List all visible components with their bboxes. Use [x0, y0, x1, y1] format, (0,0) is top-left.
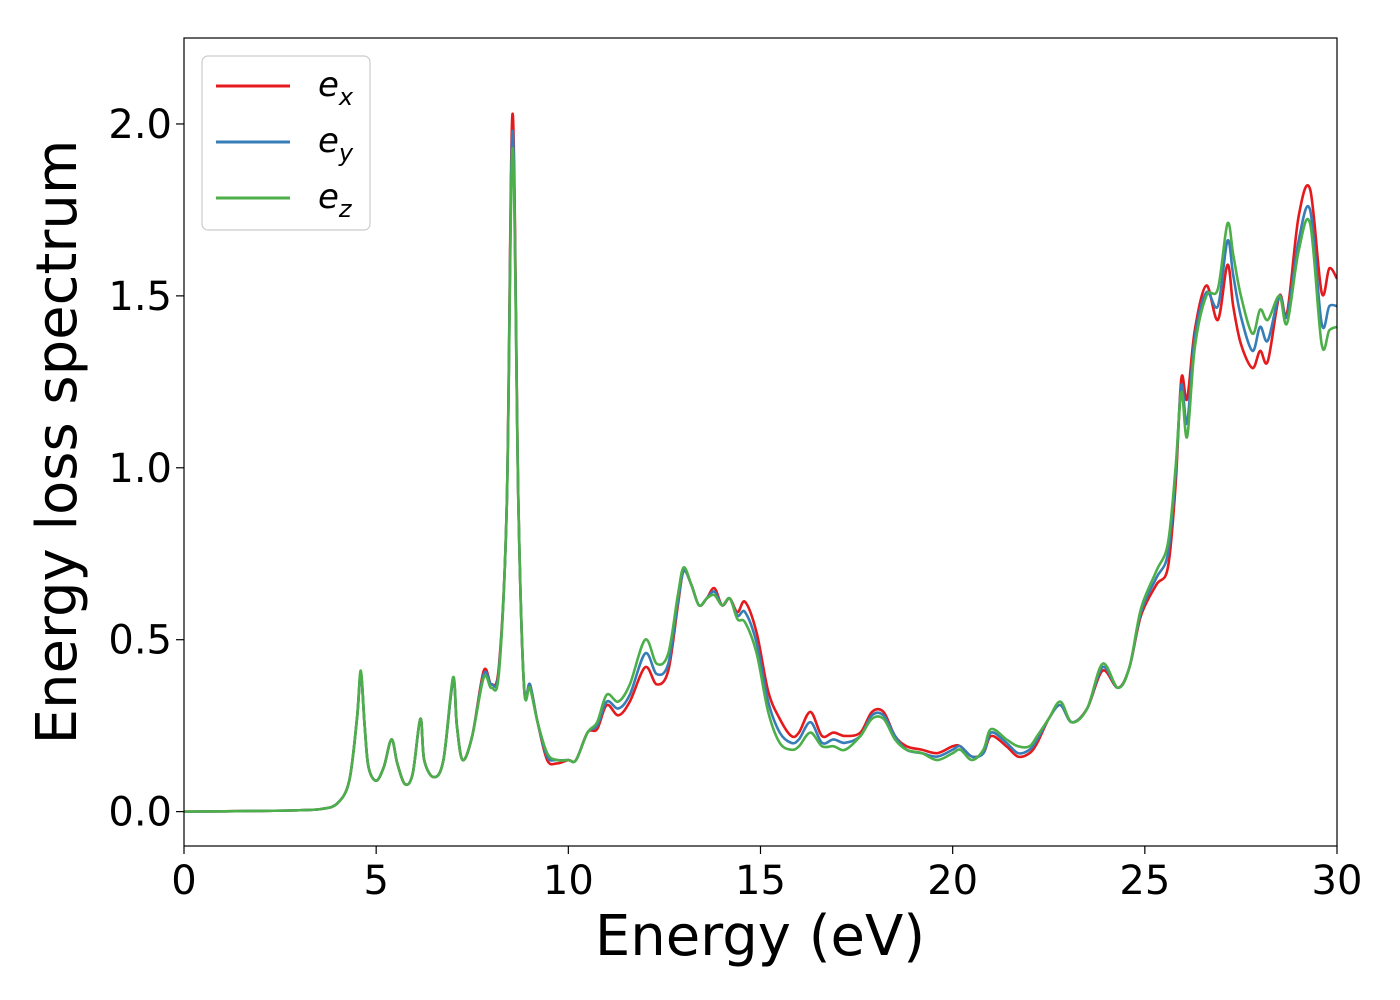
y-tick-label: 1.0 — [108, 446, 172, 492]
x-tick-label: 15 — [735, 858, 786, 904]
legend-label-y: ey — [318, 121, 354, 167]
y-axis-ticks: 0.0 0.5 1.0 1.5 2.0 — [108, 102, 184, 836]
plot-area — [184, 38, 1337, 846]
y-tick-label: 0.0 — [108, 790, 172, 836]
y-tick-label: 2.0 — [108, 102, 172, 148]
legend-label-z: ez — [318, 177, 353, 223]
x-axis-ticks: 0 5 10 15 20 25 30 — [171, 846, 1362, 904]
x-tick-label: 30 — [1312, 858, 1363, 904]
x-tick-label: 5 — [363, 858, 388, 904]
y-tick-label: 1.5 — [108, 274, 172, 320]
x-tick-label: 25 — [1119, 858, 1170, 904]
x-tick-label: 10 — [543, 858, 594, 904]
y-tick-label: 0.5 — [108, 618, 172, 664]
legend-label-x: ex — [318, 65, 354, 111]
legend: ex ey ez — [201, 55, 371, 231]
series-line-z — [184, 146, 1337, 813]
x-axis-label: Energy (eV) — [595, 904, 925, 969]
x-tick-label: 20 — [927, 858, 978, 904]
y-axis-label: Energy loss spectrum — [25, 140, 90, 745]
x-tick-label: 0 — [171, 858, 196, 904]
series-layer — [184, 112, 1337, 813]
